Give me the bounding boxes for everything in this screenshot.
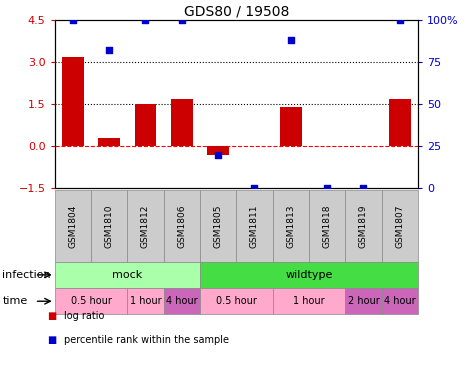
Bar: [381, 288, 418, 314]
Bar: [280, 107, 302, 146]
Bar: [134, 104, 156, 146]
Bar: [345, 288, 381, 314]
Text: wildtype: wildtype: [285, 270, 332, 280]
Text: GSM1810: GSM1810: [104, 204, 114, 248]
Text: GSM1806: GSM1806: [177, 204, 186, 248]
Point: [396, 17, 404, 23]
Point: [323, 186, 331, 191]
Text: 4 hour: 4 hour: [384, 296, 416, 306]
Bar: [98, 138, 120, 146]
Text: infection: infection: [2, 270, 51, 280]
Text: mock: mock: [112, 270, 142, 280]
Bar: [163, 190, 200, 262]
Point: [287, 37, 294, 43]
Text: GSM1818: GSM1818: [323, 204, 332, 248]
Text: 1 hour: 1 hour: [293, 296, 325, 306]
Bar: [200, 262, 418, 288]
Bar: [381, 190, 418, 262]
Text: 0.5 hour: 0.5 hour: [216, 296, 257, 306]
Bar: [200, 190, 237, 262]
Text: GSM1811: GSM1811: [250, 204, 259, 248]
Bar: [273, 190, 309, 262]
Text: 2 hour: 2 hour: [348, 296, 380, 306]
Text: 1 hour: 1 hour: [130, 296, 162, 306]
Text: time: time: [2, 296, 28, 306]
Bar: [163, 288, 200, 314]
Bar: [207, 146, 229, 155]
Bar: [309, 190, 345, 262]
Title: GDS80 / 19508: GDS80 / 19508: [184, 5, 289, 19]
Bar: [55, 288, 127, 314]
Text: 0.5 hour: 0.5 hour: [70, 296, 112, 306]
Bar: [389, 99, 411, 146]
Bar: [127, 190, 163, 262]
Bar: [55, 190, 91, 262]
Bar: [55, 262, 200, 288]
Point: [214, 152, 222, 158]
Text: GSM1813: GSM1813: [286, 204, 295, 248]
Bar: [91, 190, 127, 262]
Point: [251, 186, 258, 191]
Point: [69, 17, 76, 23]
Text: GSM1804: GSM1804: [68, 204, 77, 248]
Bar: [345, 190, 381, 262]
Bar: [171, 99, 193, 146]
Text: GSM1807: GSM1807: [395, 204, 404, 248]
Point: [105, 48, 113, 53]
Point: [178, 17, 186, 23]
Bar: [237, 190, 273, 262]
Text: log ratio: log ratio: [64, 311, 104, 321]
Bar: [273, 288, 345, 314]
Text: ■: ■: [48, 311, 57, 321]
Bar: [127, 288, 163, 314]
Text: GSM1812: GSM1812: [141, 204, 150, 248]
Point: [142, 17, 149, 23]
Text: GSM1819: GSM1819: [359, 204, 368, 248]
Text: GSM1805: GSM1805: [214, 204, 223, 248]
Bar: [200, 288, 273, 314]
Point: [360, 186, 367, 191]
Text: 4 hour: 4 hour: [166, 296, 198, 306]
Text: ■: ■: [48, 335, 57, 345]
Text: percentile rank within the sample: percentile rank within the sample: [64, 335, 229, 345]
Bar: [62, 57, 84, 146]
